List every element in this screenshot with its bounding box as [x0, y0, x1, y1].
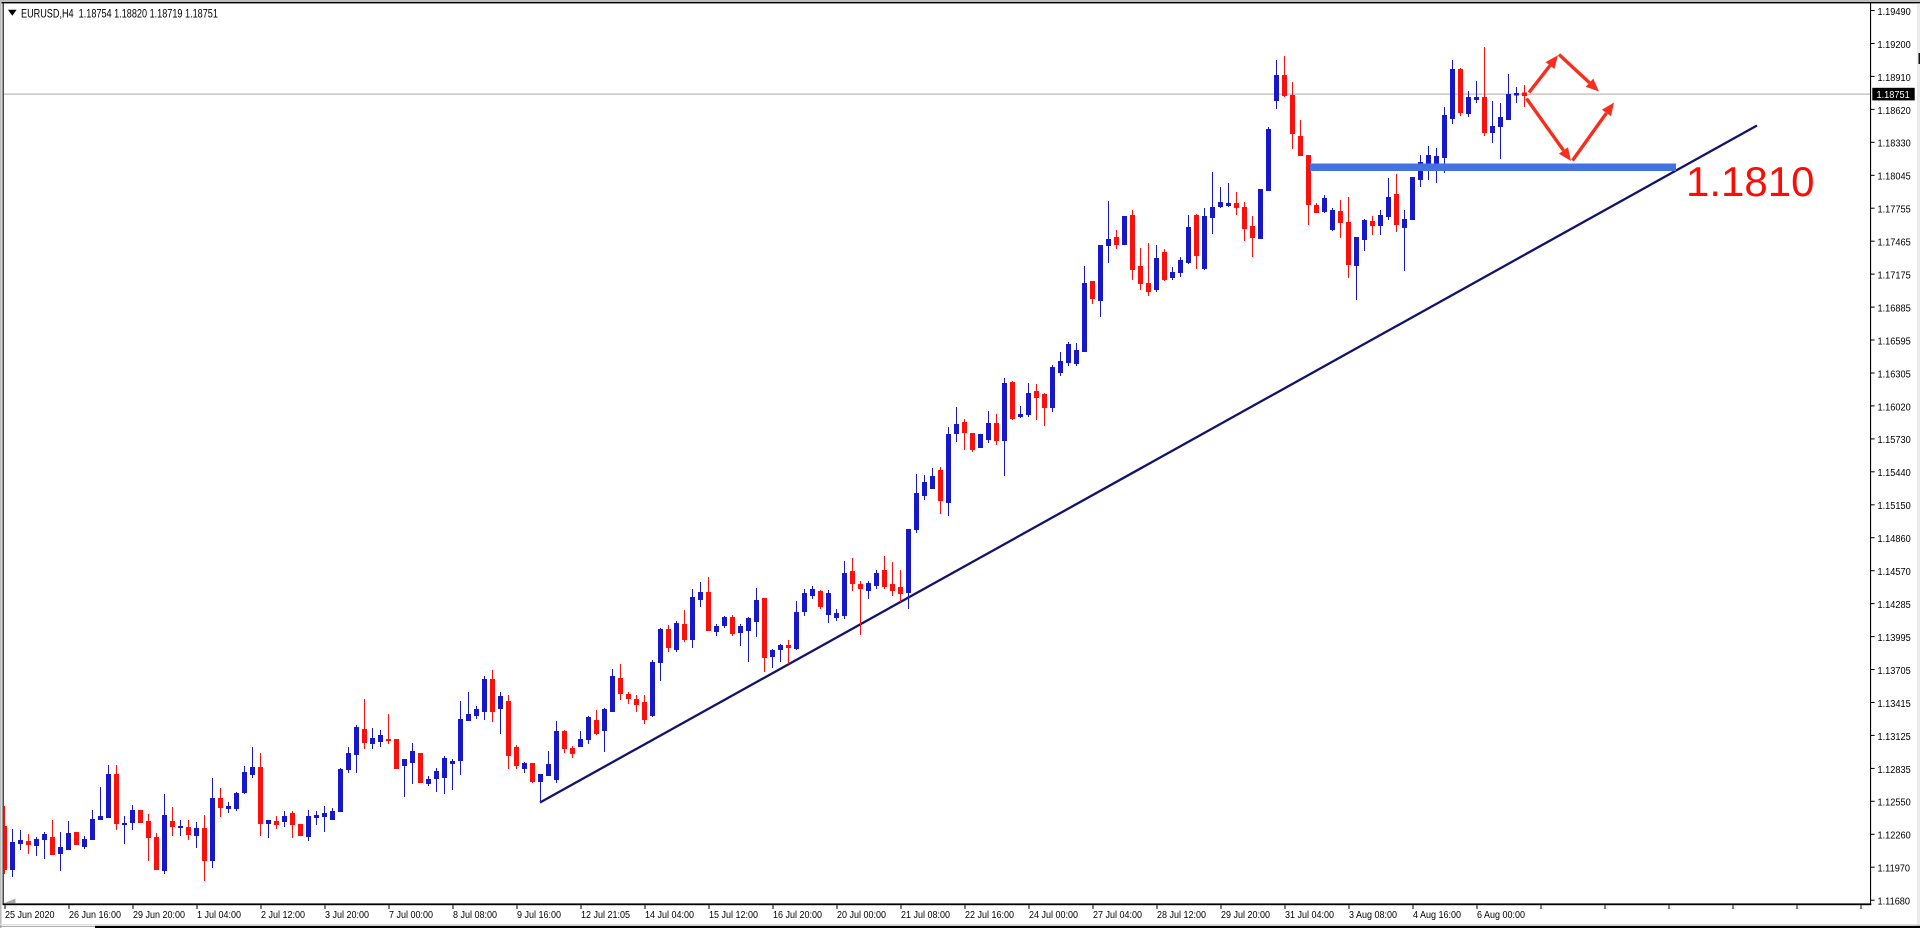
svg-text:1.16885: 1.16885 [1878, 303, 1911, 314]
svg-text:1.12550: 1.12550 [1878, 797, 1911, 808]
svg-text:1.18751: 1.18751 [1877, 90, 1910, 101]
svg-text:2 Jul 12:00: 2 Jul 12:00 [261, 909, 305, 921]
svg-text:1.15730: 1.15730 [1878, 435, 1911, 446]
svg-text:1.16020: 1.16020 [1878, 402, 1911, 413]
svg-text:29 Jul 20:00: 29 Jul 20:00 [1221, 909, 1270, 921]
svg-text:1.13995: 1.13995 [1878, 633, 1911, 644]
svg-text:1.19200: 1.19200 [1878, 40, 1911, 51]
svg-text:1.15150: 1.15150 [1878, 501, 1911, 512]
svg-text:15 Jul 12:00: 15 Jul 12:00 [709, 909, 758, 921]
svg-text:1.14285: 1.14285 [1878, 600, 1911, 611]
svg-text:1.12835: 1.12835 [1878, 764, 1911, 775]
svg-text:1.16305: 1.16305 [1878, 369, 1911, 380]
svg-text:25 Jun 2020: 25 Jun 2020 [5, 909, 54, 921]
svg-text:1.19490: 1.19490 [1878, 7, 1911, 18]
svg-text:1.18045: 1.18045 [1878, 171, 1911, 182]
svg-text:3 Aug 08:00: 3 Aug 08:00 [1349, 909, 1397, 921]
svg-text:1.18910: 1.18910 [1878, 72, 1911, 83]
svg-text:1.17755: 1.17755 [1878, 204, 1911, 215]
svg-text:4 Aug 16:00: 4 Aug 16:00 [1413, 909, 1461, 921]
svg-text:1.18620: 1.18620 [1878, 105, 1911, 116]
svg-text:1.11680: 1.11680 [1878, 896, 1911, 907]
svg-text:1.12260: 1.12260 [1878, 830, 1911, 841]
svg-text:1.15440: 1.15440 [1878, 468, 1911, 479]
svg-text:3 Jul 20:00: 3 Jul 20:00 [325, 909, 369, 921]
svg-text:16 Jul 20:00: 16 Jul 20:00 [773, 909, 822, 921]
svg-text:1.17465: 1.17465 [1878, 237, 1911, 248]
svg-text:1.14570: 1.14570 [1878, 567, 1911, 578]
svg-text:9 Jul 16:00: 9 Jul 16:00 [517, 909, 561, 921]
svg-text:1.17175: 1.17175 [1878, 270, 1911, 281]
svg-text:EURUSD,H4 1.18754 1.18820 1.1: EURUSD,H4 1.18754 1.18820 1.18719 1.1875… [21, 7, 218, 21]
svg-text:8 Jul 08:00: 8 Jul 08:00 [453, 909, 497, 921]
svg-text:1.16595: 1.16595 [1878, 336, 1911, 347]
svg-text:12 Jul 21:05: 12 Jul 21:05 [581, 909, 630, 921]
svg-text:1.18330: 1.18330 [1878, 138, 1911, 149]
svg-text:20 Jul 00:00: 20 Jul 00:00 [837, 909, 886, 921]
svg-text:1.14860: 1.14860 [1878, 534, 1911, 545]
svg-text:1.13415: 1.13415 [1878, 699, 1911, 710]
svg-text:22 Jul 16:00: 22 Jul 16:00 [965, 909, 1014, 921]
svg-text:1.11970: 1.11970 [1878, 863, 1911, 874]
svg-text:28 Jul 12:00: 28 Jul 12:00 [1157, 909, 1206, 921]
svg-text:31 Jul 04:00: 31 Jul 04:00 [1285, 909, 1334, 921]
svg-text:6 Aug 00:00: 6 Aug 00:00 [1477, 909, 1525, 921]
svg-text:14 Jul 04:00: 14 Jul 04:00 [645, 909, 694, 921]
svg-text:7 Jul 00:00: 7 Jul 00:00 [389, 909, 433, 921]
svg-text:27 Jul 04:00: 27 Jul 04:00 [1093, 909, 1142, 921]
svg-text:26 Jun 16:00: 26 Jun 16:00 [69, 909, 121, 921]
svg-text:21 Jul 08:00: 21 Jul 08:00 [901, 909, 950, 921]
svg-text:24 Jul 00:00: 24 Jul 00:00 [1029, 909, 1078, 921]
svg-text:1.13125: 1.13125 [1878, 731, 1911, 742]
svg-text:29 Jun 20:00: 29 Jun 20:00 [133, 909, 185, 921]
svg-text:1 Jul 04:00: 1 Jul 04:00 [197, 909, 241, 921]
svg-text:1.13705: 1.13705 [1878, 666, 1911, 677]
svg-text:1.1810: 1.1810 [1686, 158, 1814, 205]
